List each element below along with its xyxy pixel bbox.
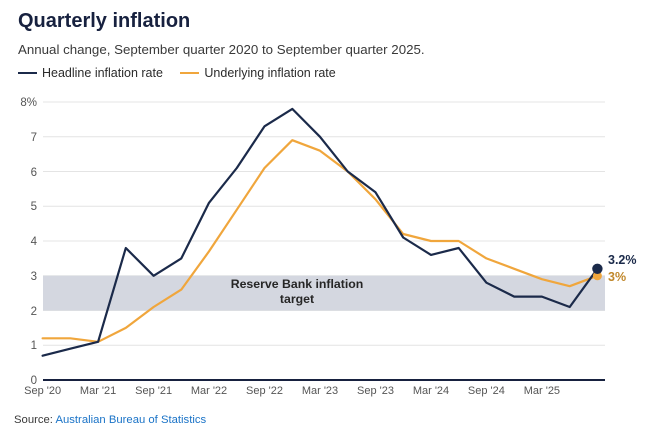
svg-text:Sep '20: Sep '20	[24, 385, 61, 397]
svg-text:Mar '23: Mar '23	[302, 385, 338, 397]
svg-text:Sep '23: Sep '23	[357, 385, 394, 397]
svg-text:target: target	[280, 292, 314, 306]
svg-text:Sep '21: Sep '21	[135, 385, 172, 397]
svg-text:4: 4	[31, 236, 38, 248]
svg-text:Sep '22: Sep '22	[246, 385, 283, 397]
svg-text:Mar '21: Mar '21	[80, 385, 116, 397]
svg-text:Mar '24: Mar '24	[413, 385, 449, 397]
svg-text:5: 5	[31, 201, 37, 213]
svg-text:1: 1	[31, 340, 37, 352]
svg-text:3%: 3%	[608, 270, 626, 284]
svg-text:Reserve Bank inflation: Reserve Bank inflation	[231, 277, 364, 291]
svg-text:Sep '24: Sep '24	[468, 385, 505, 397]
svg-text:8%: 8%	[20, 97, 37, 109]
svg-text:2: 2	[31, 306, 37, 318]
svg-text:Mar '22: Mar '22	[191, 385, 227, 397]
svg-text:3.2%: 3.2%	[608, 253, 637, 267]
svg-text:3: 3	[31, 271, 37, 283]
svg-text:7: 7	[31, 132, 37, 144]
svg-text:6: 6	[31, 167, 37, 179]
svg-text:Mar '25: Mar '25	[524, 385, 560, 397]
